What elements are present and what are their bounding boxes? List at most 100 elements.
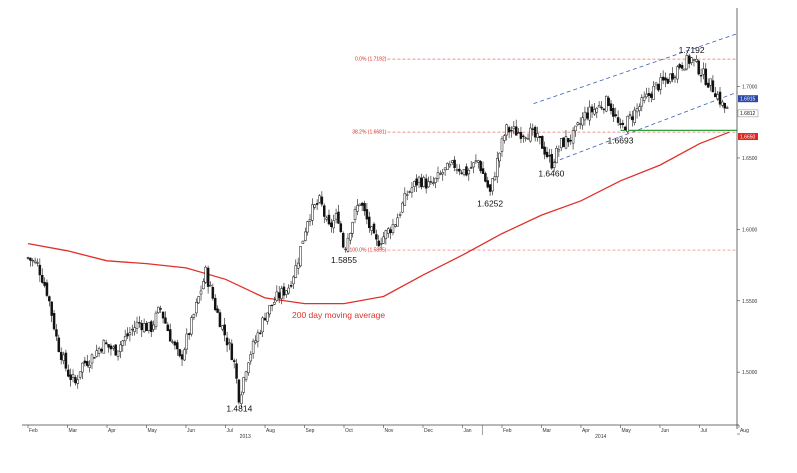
candle-body xyxy=(221,325,224,330)
candle-body xyxy=(415,178,418,186)
candle-body xyxy=(505,124,508,136)
fib-label: 0.0% (1.7192) xyxy=(355,57,387,63)
x-tick-label: Nov xyxy=(384,428,393,434)
candle-body xyxy=(645,93,648,98)
candle-body xyxy=(197,296,200,304)
candle-body xyxy=(135,321,139,329)
candle-body xyxy=(76,379,80,384)
candle-body xyxy=(429,181,433,183)
candle-body xyxy=(401,202,404,213)
candle-body xyxy=(280,288,283,299)
x-axis: Feb Mar Apr May Jun Jul Aug Sep Oct Nov Dec Jan Feb M… xyxy=(22,424,749,440)
x-tick-label: Aug xyxy=(740,428,749,434)
candle-body xyxy=(562,137,565,147)
candle-body xyxy=(522,135,525,138)
candle-body xyxy=(244,371,248,380)
candle-body xyxy=(216,308,219,313)
candle-body xyxy=(541,135,544,149)
candle-body xyxy=(259,332,262,334)
candle-body xyxy=(446,163,449,170)
candle-body xyxy=(102,340,106,354)
candle-body xyxy=(382,236,385,244)
candle-body xyxy=(514,126,518,136)
candle-body xyxy=(420,177,423,188)
trend-channel xyxy=(533,33,738,163)
candle-body xyxy=(498,152,501,162)
candle-body xyxy=(548,155,551,157)
candle-body xyxy=(204,266,207,283)
candle-body xyxy=(458,168,461,172)
candle-body xyxy=(218,312,222,328)
candle-body xyxy=(692,59,696,61)
candle-body xyxy=(112,346,115,349)
candle-body xyxy=(313,204,317,208)
candle-body xyxy=(48,296,51,302)
candle-body xyxy=(147,322,151,331)
candle-body xyxy=(725,107,729,109)
candle-body xyxy=(486,180,490,188)
y-tick-label: 1.6000 xyxy=(742,227,758,233)
candle-body xyxy=(654,82,658,86)
candle-body xyxy=(619,123,622,125)
candle-body xyxy=(190,317,193,335)
candle-body xyxy=(97,348,101,354)
candle-body xyxy=(159,308,162,310)
candle-body xyxy=(363,203,366,212)
candle-body xyxy=(519,132,523,139)
candle-body xyxy=(635,108,639,113)
candle-body xyxy=(434,177,437,183)
candle-body xyxy=(574,125,577,132)
candle-body xyxy=(453,159,456,169)
candle-body xyxy=(235,363,238,379)
candle-body xyxy=(145,323,148,332)
candle-body xyxy=(477,160,480,163)
candle-body xyxy=(676,66,679,80)
candle-body xyxy=(318,195,321,203)
candle-body xyxy=(405,194,409,196)
candle-body xyxy=(690,57,693,63)
candle-body xyxy=(403,193,407,206)
candle-body xyxy=(697,60,700,75)
candle-body xyxy=(275,291,279,301)
candle-body xyxy=(721,101,724,106)
candle-body xyxy=(533,126,537,138)
candle-body xyxy=(289,285,293,287)
candle-body xyxy=(597,105,601,108)
fibonacci-levels: 0.0% (1.7192) 38.2% (1.6681) 100.0% (1.585… xyxy=(349,57,737,254)
candle-body xyxy=(249,354,253,362)
candle-body xyxy=(379,243,383,245)
fib-label: 38.2% (1.6681) xyxy=(352,130,387,136)
candle-body xyxy=(26,257,30,259)
candle-body xyxy=(90,354,94,364)
candle-body xyxy=(230,343,234,361)
candle-body xyxy=(195,302,198,314)
candle-body xyxy=(716,94,719,100)
x-tick-label: Jun xyxy=(661,428,669,434)
candle-body xyxy=(43,281,46,286)
candle-body xyxy=(543,146,546,155)
x-tick-label: Jan xyxy=(463,428,471,434)
price-annotation: 1.6460 xyxy=(538,169,564,179)
candle-body xyxy=(642,96,646,101)
candle-body xyxy=(424,178,428,189)
candle-body xyxy=(116,350,120,357)
x-tick-label: Jul xyxy=(226,428,232,434)
candle-body xyxy=(126,333,129,337)
candle-body xyxy=(74,377,77,384)
candle-body xyxy=(595,107,599,113)
candle-body xyxy=(133,327,136,332)
candle-body xyxy=(211,287,215,299)
candle-body xyxy=(337,211,340,224)
candle-body xyxy=(296,262,300,269)
y-tick-label: 1.7000 xyxy=(742,85,758,91)
price-annotation: 1.5855 xyxy=(331,255,357,265)
candle-body xyxy=(495,158,499,178)
candle-body xyxy=(702,68,705,75)
candle-body xyxy=(436,172,440,179)
candle-body xyxy=(121,340,125,346)
candle-body xyxy=(225,337,229,346)
candle-body xyxy=(83,360,87,364)
candle-body xyxy=(100,349,103,352)
candle-body xyxy=(593,109,596,115)
candle-body xyxy=(626,116,629,133)
